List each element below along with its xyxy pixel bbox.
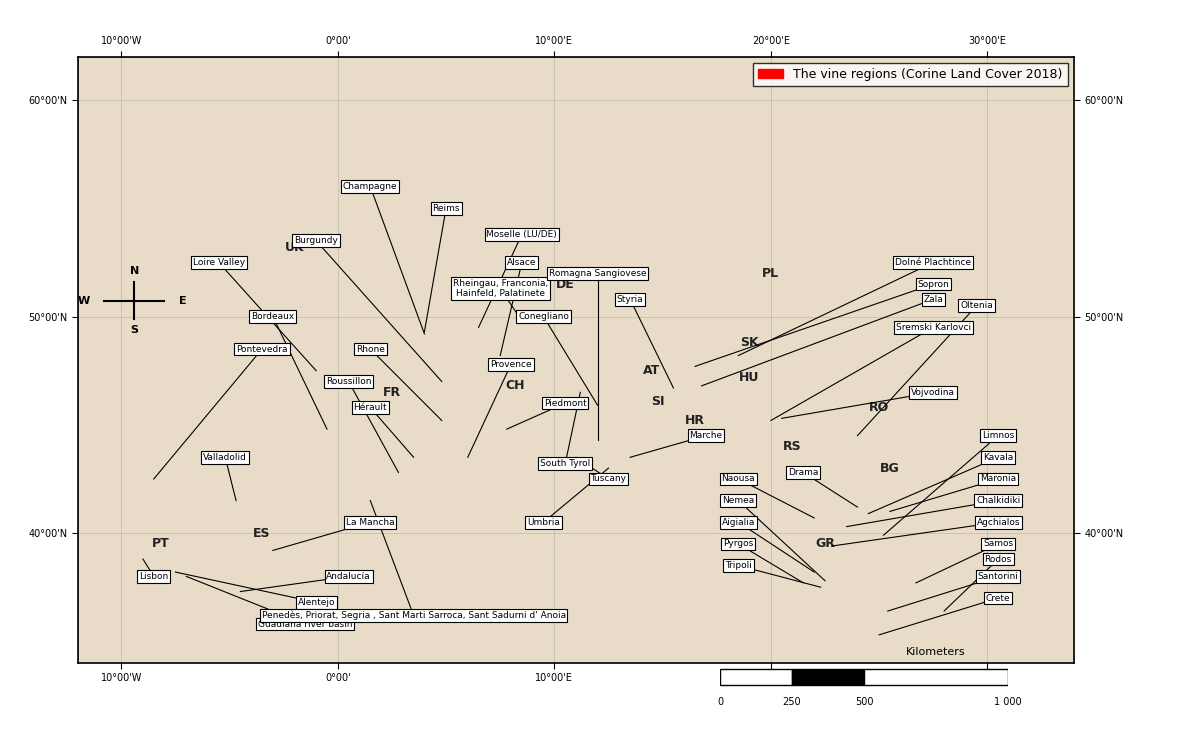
Text: 0: 0 (716, 697, 724, 707)
Text: Romagna Sangiovese: Romagna Sangiovese (548, 269, 647, 278)
Text: Champagne: Champagne (343, 182, 397, 191)
Text: HR: HR (685, 414, 706, 427)
Text: Kavala: Kavala (983, 453, 1013, 462)
Text: HU: HU (739, 371, 760, 384)
Text: Bordeaux: Bordeaux (251, 312, 294, 321)
Text: CH: CH (505, 379, 526, 393)
Text: Alsace: Alsace (508, 258, 536, 267)
Text: Samos: Samos (983, 539, 1013, 548)
Bar (864, 669, 1008, 686)
Bar (720, 669, 792, 686)
Text: Conegliano: Conegliano (518, 312, 569, 321)
Text: Kilometers: Kilometers (906, 647, 966, 657)
Text: AT: AT (643, 364, 660, 377)
Text: PL: PL (762, 267, 780, 280)
Text: Pyrgos: Pyrgos (724, 539, 754, 548)
Text: Lisbon: Lisbon (139, 572, 168, 581)
Text: Zala: Zala (923, 295, 943, 303)
Text: RS: RS (784, 440, 802, 453)
Text: Alentejo: Alentejo (298, 598, 335, 607)
Text: GR: GR (815, 537, 835, 551)
Text: Provence: Provence (491, 360, 532, 369)
Text: Loire Valley: Loire Valley (193, 258, 245, 267)
Text: South Tyrol: South Tyrol (540, 459, 590, 468)
Text: Dolné Plachtince: Dolné Plachtince (895, 258, 971, 267)
Text: La Mancha: La Mancha (346, 518, 395, 527)
Text: Valladolid: Valladolid (203, 453, 247, 462)
Text: Marche: Marche (689, 431, 722, 440)
Text: Agchialos: Agchialos (977, 518, 1020, 527)
Text: Guadiana river basin: Guadiana river basin (258, 620, 353, 628)
Text: SI: SI (652, 395, 665, 407)
Text: Moselle (LU/DE): Moselle (LU/DE) (486, 230, 557, 239)
Text: Limnos: Limnos (982, 431, 1014, 440)
Text: BG: BG (880, 462, 900, 475)
Text: Sopron: Sopron (917, 280, 949, 289)
Text: Burgundy: Burgundy (294, 236, 338, 246)
Text: Maronia: Maronia (980, 474, 1016, 484)
Text: Pontevedra: Pontevedra (236, 344, 288, 353)
Text: Drama: Drama (788, 468, 818, 477)
Text: Aigialia: Aigialia (721, 518, 755, 527)
Text: DE: DE (556, 278, 575, 291)
Text: Chalkidiki: Chalkidiki (976, 496, 1020, 505)
Text: 500: 500 (854, 697, 874, 707)
Text: Naousa: Naousa (721, 474, 755, 484)
Text: S: S (131, 325, 138, 335)
Text: E: E (179, 295, 186, 306)
Text: 250: 250 (782, 697, 802, 707)
Text: IT: IT (602, 473, 616, 485)
Text: RO: RO (869, 401, 889, 414)
Text: Piedmont: Piedmont (544, 398, 587, 407)
Text: PT: PT (151, 537, 169, 551)
Text: N: N (130, 266, 139, 276)
Text: Tuscany: Tuscany (590, 474, 626, 484)
Text: Rhone: Rhone (356, 344, 385, 353)
Text: SK: SK (740, 336, 758, 349)
Text: UK: UK (284, 240, 305, 254)
Text: 1 000: 1 000 (994, 697, 1022, 707)
Bar (792, 669, 864, 686)
Text: Tripoli: Tripoli (725, 561, 752, 570)
Text: Roussillon: Roussillon (326, 377, 372, 386)
Text: Rodos: Rodos (984, 554, 1012, 564)
Text: Santorini: Santorini (978, 572, 1019, 581)
Text: Vojvodina: Vojvodina (911, 388, 955, 397)
Text: Andalucía: Andalucía (326, 572, 371, 581)
Text: ES: ES (253, 527, 271, 539)
Text: FR: FR (383, 386, 401, 399)
Text: Penedès, Priorat, Segria , Sant Marti Sarroca, Sant Sadurni d' Anoia: Penedès, Priorat, Segria , Sant Marti Sa… (262, 611, 565, 620)
Text: Oltenia: Oltenia (960, 301, 992, 310)
Text: Styria: Styria (617, 295, 643, 303)
Legend: The vine regions (Corine Land Cover 2018): The vine regions (Corine Land Cover 2018… (754, 63, 1068, 86)
Text: Crete: Crete (986, 594, 1010, 603)
Text: Hérault: Hérault (354, 403, 388, 412)
Text: W: W (77, 295, 90, 306)
Text: Reims: Reims (432, 204, 460, 213)
Text: Sremski Karlovci: Sremski Karlovci (895, 323, 971, 332)
Text: Rheingau, Franconia,
Hainfeld, Palatinete: Rheingau, Franconia, Hainfeld, Palatinet… (452, 279, 548, 298)
Text: Umbria: Umbria (527, 518, 560, 527)
Text: Nemea: Nemea (722, 496, 755, 505)
